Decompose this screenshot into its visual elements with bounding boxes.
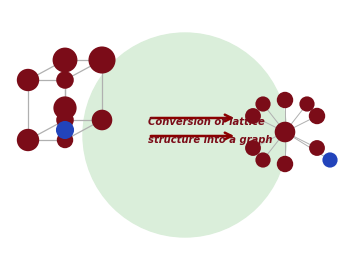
Point (304, 102, 310, 106)
Point (260, 102, 266, 106)
Circle shape (83, 33, 287, 237)
Point (25, 78, 31, 82)
Point (327, 158, 333, 162)
Text: structure into a graph: structure into a graph (148, 135, 273, 145)
Point (260, 158, 266, 162)
Point (250, 114, 256, 118)
Point (282, 98, 288, 102)
Point (282, 130, 288, 134)
Point (282, 162, 288, 166)
Point (62, 128, 68, 132)
Text: Conversion of lattice: Conversion of lattice (148, 117, 265, 127)
Point (62, 138, 68, 142)
Point (250, 146, 256, 150)
Point (25, 138, 31, 142)
Point (62, 58, 68, 62)
Point (62, 106, 68, 110)
Point (99, 58, 105, 62)
Point (62, 78, 68, 82)
Point (99, 118, 105, 122)
Point (62, 118, 68, 122)
Point (314, 146, 320, 150)
Point (314, 114, 320, 118)
